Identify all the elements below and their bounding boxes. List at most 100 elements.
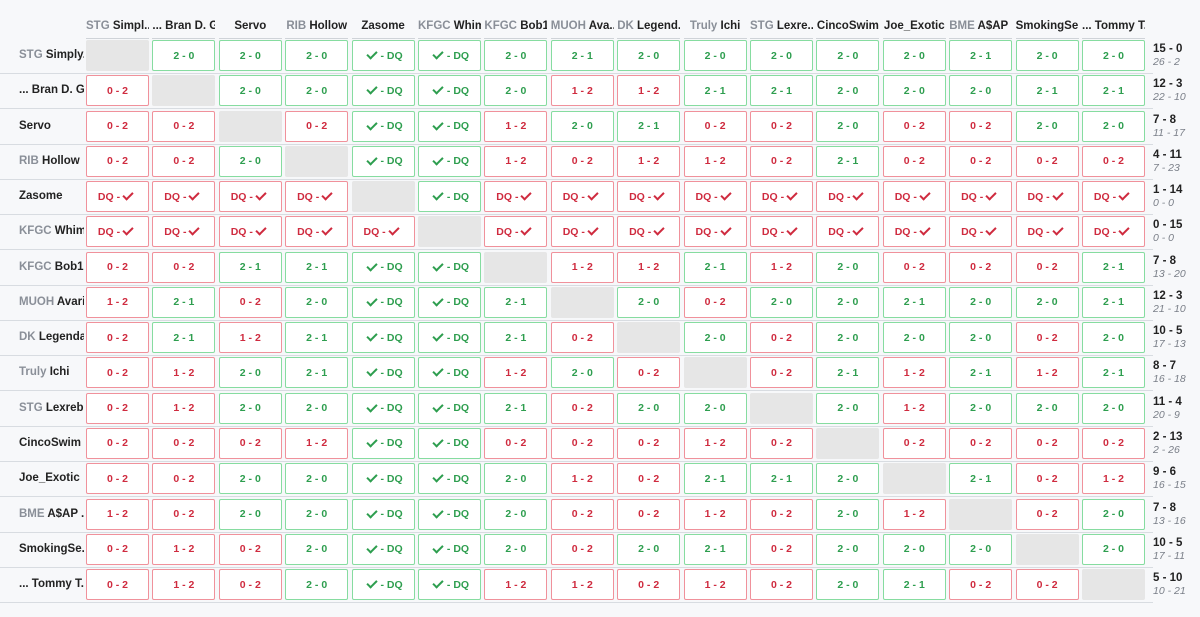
match-result-cell[interactable]: 0 - 2 <box>882 110 946 142</box>
match-result-cell[interactable]: - DQ <box>351 145 415 177</box>
match-result-cell[interactable]: 2 - 0 <box>816 392 880 424</box>
row-header-player[interactable]: Zasome <box>0 181 84 212</box>
match-result-cell[interactable]: 1 - 2 <box>1082 463 1145 495</box>
match-result-cell[interactable]: DQ - <box>218 181 282 213</box>
match-result-cell[interactable]: 0 - 2 <box>617 463 681 495</box>
match-result-cell[interactable]: - DQ <box>351 498 415 530</box>
match-result-cell[interactable]: 2 - 1 <box>285 322 349 354</box>
match-result-cell[interactable]: 2 - 0 <box>617 533 681 565</box>
match-result-cell[interactable]: 1 - 2 <box>882 392 946 424</box>
match-result-cell[interactable]: DQ - <box>949 216 1013 248</box>
match-result-cell[interactable]: 2 - 0 <box>218 392 282 424</box>
match-result-cell[interactable]: - DQ <box>351 75 415 107</box>
match-result-cell[interactable]: 0 - 2 <box>152 463 216 495</box>
match-result-cell[interactable]: 2 - 0 <box>484 498 548 530</box>
match-result-cell[interactable]: 0 - 2 <box>750 427 813 459</box>
match-result-cell[interactable]: 2 - 0 <box>750 286 813 318</box>
match-result-cell[interactable]: 2 - 0 <box>617 392 681 424</box>
match-result-cell[interactable]: 0 - 2 <box>285 110 349 142</box>
match-result-cell[interactable]: DQ - <box>152 181 216 213</box>
match-result-cell[interactable]: 0 - 2 <box>750 533 813 565</box>
match-result-cell[interactable]: 1 - 2 <box>550 75 614 107</box>
match-result-cell[interactable]: - DQ <box>418 498 481 530</box>
match-result-cell[interactable]: - DQ <box>418 392 481 424</box>
match-result-cell[interactable]: 0 - 2 <box>750 145 813 177</box>
match-result-cell[interactable]: - DQ <box>351 357 415 389</box>
match-result-cell[interactable]: 0 - 2 <box>949 569 1013 601</box>
match-result-cell[interactable]: 1 - 2 <box>152 357 216 389</box>
column-header-player[interactable]: Servo <box>218 14 282 39</box>
match-result-cell[interactable]: 0 - 2 <box>86 463 149 495</box>
match-result-cell[interactable]: 0 - 2 <box>152 427 216 459</box>
match-result-cell[interactable]: 1 - 2 <box>617 145 681 177</box>
match-result-cell[interactable]: - DQ <box>418 145 481 177</box>
match-result-cell[interactable]: 2 - 0 <box>1082 40 1145 71</box>
match-result-cell[interactable]: - DQ <box>418 40 481 71</box>
match-result-cell[interactable]: 2 - 0 <box>484 40 548 71</box>
column-header-player[interactable]: KFGC Whim <box>418 14 481 39</box>
row-header-player[interactable]: KFGC Bob1... <box>0 252 84 283</box>
match-result-cell[interactable]: 0 - 2 <box>86 322 149 354</box>
match-result-cell[interactable]: 0 - 2 <box>86 145 149 177</box>
match-result-cell[interactable]: 0 - 2 <box>617 498 681 530</box>
match-result-cell[interactable]: 2 - 0 <box>949 322 1013 354</box>
match-result-cell[interactable]: 0 - 2 <box>1082 145 1145 177</box>
match-result-cell[interactable]: - DQ <box>351 286 415 318</box>
match-result-cell[interactable]: 0 - 2 <box>750 110 813 142</box>
match-result-cell[interactable]: 2 - 0 <box>949 75 1013 107</box>
match-result-cell[interactable]: 2 - 1 <box>882 286 946 318</box>
match-result-cell[interactable]: 2 - 1 <box>683 75 747 107</box>
match-result-cell[interactable]: DQ - <box>218 216 282 248</box>
match-result-cell[interactable]: 2 - 0 <box>1082 392 1145 424</box>
match-result-cell[interactable]: 2 - 1 <box>816 357 880 389</box>
match-result-cell[interactable]: 0 - 2 <box>152 110 216 142</box>
match-result-cell[interactable]: 1 - 2 <box>550 463 614 495</box>
match-result-cell[interactable]: 0 - 2 <box>750 569 813 601</box>
match-result-cell[interactable]: 2 - 0 <box>550 357 614 389</box>
row-header-player[interactable]: ... Bran D. G... <box>0 75 84 106</box>
match-result-cell[interactable]: 2 - 1 <box>750 75 813 107</box>
column-header-player[interactable]: Zasome <box>351 14 415 39</box>
match-result-cell[interactable]: 2 - 1 <box>882 569 946 601</box>
match-result-cell[interactable]: 1 - 2 <box>882 357 946 389</box>
match-result-cell[interactable]: 2 - 0 <box>218 75 282 107</box>
match-result-cell[interactable]: 2 - 0 <box>949 533 1013 565</box>
match-result-cell[interactable]: 0 - 2 <box>1015 498 1079 530</box>
match-result-cell[interactable]: - DQ <box>351 251 415 283</box>
match-result-cell[interactable]: 2 - 1 <box>683 463 747 495</box>
match-result-cell[interactable]: 2 - 1 <box>1015 75 1079 107</box>
match-result-cell[interactable]: 0 - 2 <box>550 145 614 177</box>
match-result-cell[interactable]: 2 - 1 <box>1082 357 1145 389</box>
match-result-cell[interactable]: - DQ <box>418 463 481 495</box>
row-header-player[interactable]: STG Simply... <box>0 40 84 71</box>
match-result-cell[interactable]: 1 - 2 <box>484 110 548 142</box>
match-result-cell[interactable]: 0 - 2 <box>550 498 614 530</box>
match-result-cell[interactable]: 0 - 2 <box>1015 145 1079 177</box>
match-result-cell[interactable]: - DQ <box>351 40 415 71</box>
match-result-cell[interactable]: 1 - 2 <box>550 251 614 283</box>
match-result-cell[interactable]: 2 - 0 <box>816 533 880 565</box>
match-result-cell[interactable]: 0 - 2 <box>86 392 149 424</box>
match-result-cell[interactable]: 0 - 2 <box>86 533 149 565</box>
match-result-cell[interactable]: 0 - 2 <box>550 533 614 565</box>
match-result-cell[interactable]: DQ - <box>86 216 149 248</box>
row-header-player[interactable]: SmokingSe... <box>0 534 84 565</box>
match-result-cell[interactable]: 0 - 2 <box>152 145 216 177</box>
match-result-cell[interactable]: DQ - <box>949 181 1013 213</box>
match-result-cell[interactable]: 1 - 2 <box>617 251 681 283</box>
match-result-cell[interactable]: 2 - 0 <box>617 40 681 71</box>
match-result-cell[interactable]: 0 - 2 <box>152 498 216 530</box>
match-result-cell[interactable]: 0 - 2 <box>550 427 614 459</box>
match-result-cell[interactable]: 0 - 2 <box>1015 322 1079 354</box>
match-result-cell[interactable]: 2 - 1 <box>683 533 747 565</box>
match-result-cell[interactable]: 0 - 2 <box>1015 569 1079 601</box>
match-result-cell[interactable]: 0 - 2 <box>86 427 149 459</box>
match-result-cell[interactable]: 2 - 0 <box>683 392 747 424</box>
match-result-cell[interactable]: 2 - 1 <box>949 40 1013 71</box>
match-result-cell[interactable]: 0 - 2 <box>86 110 149 142</box>
match-result-cell[interactable]: 2 - 1 <box>484 392 548 424</box>
match-result-cell[interactable]: 2 - 0 <box>683 322 747 354</box>
row-header-player[interactable]: ... Tommy T... <box>0 569 84 600</box>
match-result-cell[interactable]: 0 - 2 <box>550 322 614 354</box>
match-result-cell[interactable]: DQ - <box>617 216 681 248</box>
